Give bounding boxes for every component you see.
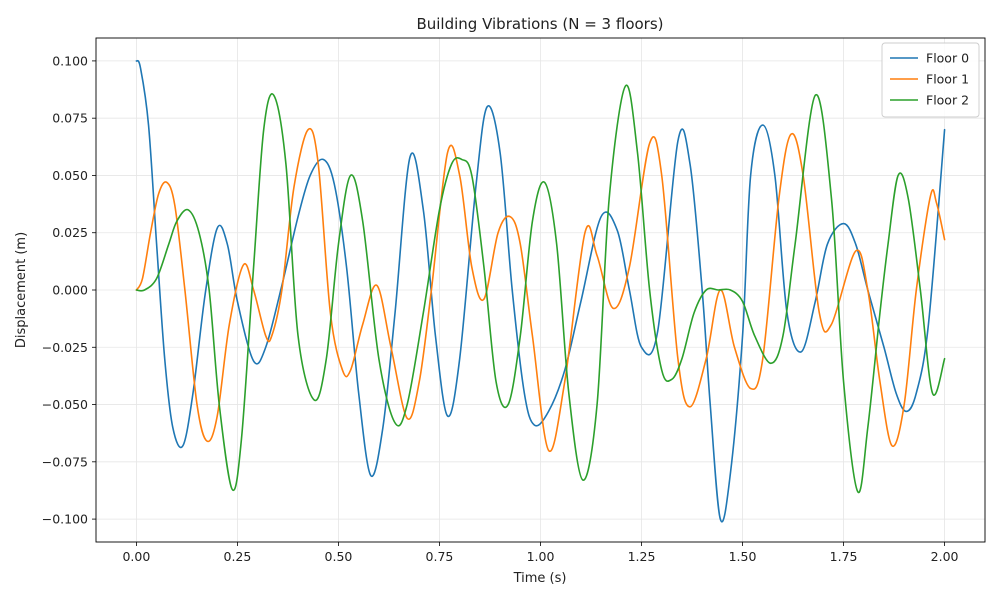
x-tick-label: 2.00	[931, 549, 959, 564]
legend-label: Floor 0	[926, 51, 969, 66]
y-axis-label: Displacement (m)	[14, 232, 29, 348]
x-tick-label: 0.50	[325, 549, 353, 564]
legend: Floor 0 Floor 1 Floor 2	[881, 42, 980, 118]
y-tick-label: 0.025	[52, 225, 88, 240]
chart-title: Building Vibrations (N = 3 floors)	[416, 15, 663, 33]
y-tick-label: 0.000	[52, 283, 88, 298]
y-tick-label: 0.050	[52, 168, 88, 183]
series-line-floor-1	[135, 127, 946, 453]
x-tick-label: 0.25	[224, 549, 252, 564]
y-tick-label: 0.100	[52, 53, 88, 68]
y-axis: −0.100 −0.075 −0.050 −0.025 0.000 0.025 0.050 0…	[42, 53, 96, 527]
x-tick-label: 1.50	[729, 549, 757, 564]
y-tick-label: −0.050	[42, 397, 88, 412]
series-line-floor-2	[135, 84, 946, 494]
y-tick-label: −0.100	[42, 512, 88, 527]
y-tick-label: 0.075	[52, 111, 88, 126]
y-tick-label: −0.025	[42, 340, 88, 355]
x-tick-label: 0.00	[122, 549, 150, 564]
x-tick-label: 1.75	[830, 549, 858, 564]
legend-label: Floor 2	[926, 93, 969, 108]
x-axis-label: Time (s)	[513, 571, 567, 586]
x-tick-label: 1.00	[527, 549, 555, 564]
x-axis: 0.00 0.25 0.50 0.75 1.00 1.25 1.50 1.75 2.00	[122, 542, 959, 564]
x-tick-label: 1.25	[628, 549, 656, 564]
series-line-floor-0	[135, 59, 946, 523]
legend-label: Floor 1	[926, 72, 969, 87]
x-tick-label: 0.75	[426, 549, 454, 564]
y-tick-label: −0.075	[42, 454, 88, 469]
legend-box	[881, 42, 980, 118]
plot-lines	[135, 59, 946, 523]
